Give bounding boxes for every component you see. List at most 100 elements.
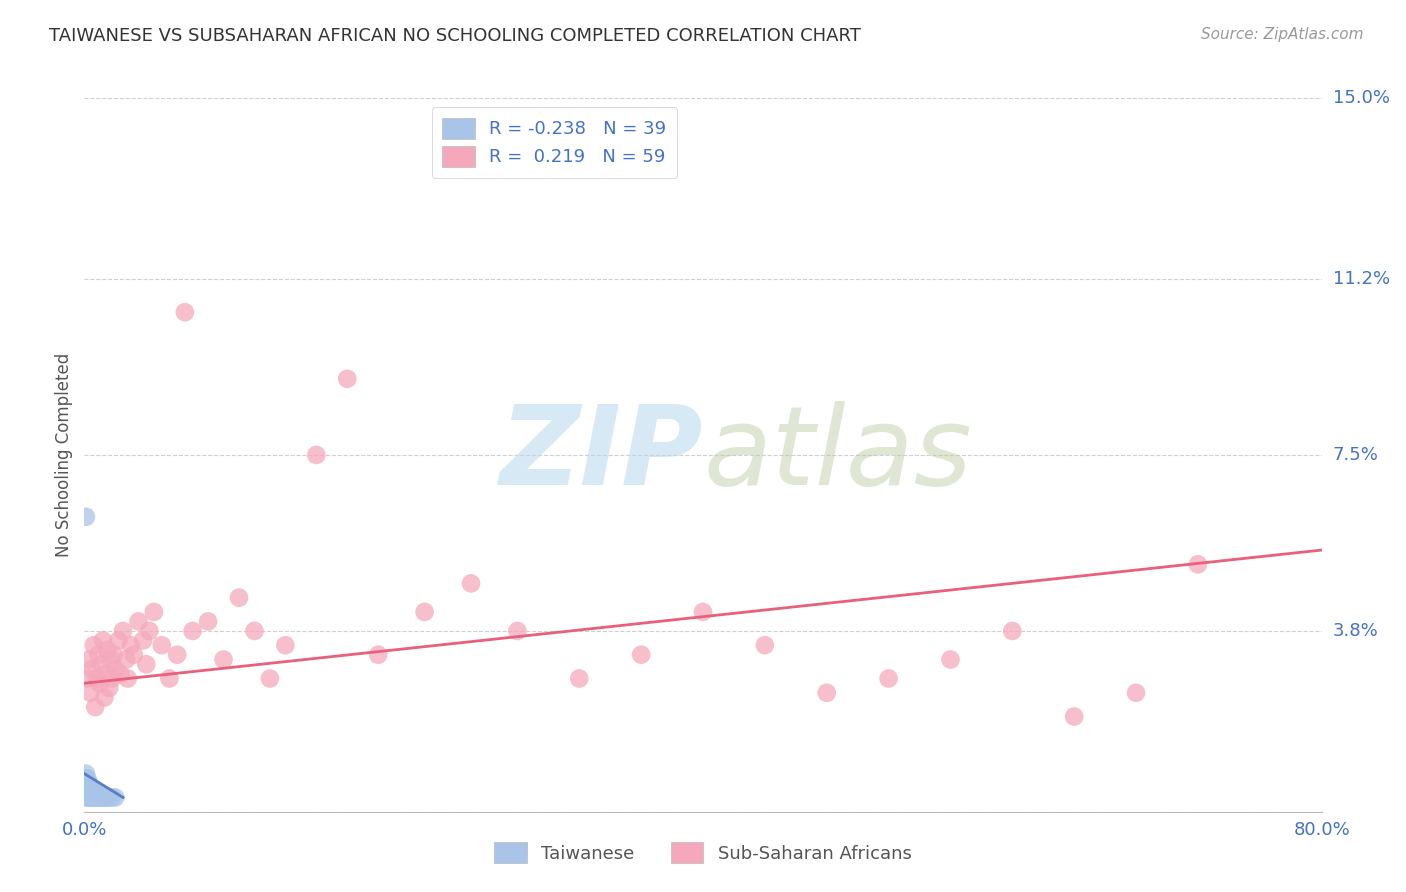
Point (127, 615, 149, 629)
Point (77, 790, 100, 805)
Point (83, 790, 105, 805)
Point (159, 672, 180, 686)
Point (104, 662, 127, 676)
Point (93, 790, 115, 805)
Point (150, 638, 173, 652)
Point (84, 786, 107, 800)
Point (84, 790, 107, 805)
Point (506, 624, 529, 638)
Point (120, 638, 142, 652)
Point (132, 633, 155, 648)
Point (115, 652, 138, 666)
Point (1187, 558, 1209, 572)
Point (76, 786, 98, 800)
Point (1001, 624, 1024, 638)
Point (181, 624, 204, 638)
Point (79, 786, 101, 800)
Text: TAIWANESE VS SUBSAHARAN AFRICAN NO SCHOOLING COMPLETED CORRELATION CHART: TAIWANESE VS SUBSAHARAN AFRICAN NO SCHOO… (49, 27, 860, 45)
Point (108, 666, 131, 681)
Point (143, 605, 166, 619)
Point (877, 672, 900, 686)
Point (82, 780, 104, 795)
Point (84, 700, 107, 714)
Point (98, 681, 121, 695)
Point (692, 605, 714, 619)
Point (568, 672, 591, 686)
Point (94, 666, 117, 681)
Point (122, 648, 145, 662)
Point (75, 509, 97, 524)
Point (117, 672, 139, 686)
Point (82, 786, 104, 800)
Text: 15.0%: 15.0% (1333, 89, 1389, 107)
Point (1063, 709, 1085, 723)
Point (174, 305, 197, 319)
Text: Source: ZipAtlas.com: Source: ZipAtlas.com (1201, 27, 1364, 42)
Point (135, 657, 157, 672)
Text: ZIP: ZIP (499, 401, 703, 508)
Point (305, 448, 328, 462)
Point (89, 676, 111, 690)
Point (138, 624, 160, 638)
Point (939, 652, 962, 666)
Point (243, 624, 266, 638)
Point (212, 652, 235, 666)
Point (101, 672, 124, 686)
Point (91, 790, 114, 805)
Point (112, 624, 135, 638)
Point (76, 776, 98, 790)
Point (103, 648, 125, 662)
Point (82, 662, 104, 676)
Point (367, 648, 389, 662)
Point (86, 672, 108, 686)
Point (86, 786, 108, 800)
Point (77, 780, 100, 795)
Point (166, 648, 188, 662)
Point (87, 648, 110, 662)
Point (75, 780, 97, 795)
Point (75, 790, 97, 805)
Point (90, 790, 112, 805)
Point (107, 633, 129, 648)
Text: 7.5%: 7.5% (1333, 446, 1379, 464)
Point (104, 790, 127, 805)
Point (79, 790, 101, 805)
Point (101, 790, 124, 805)
Point (83, 786, 105, 800)
Point (79, 686, 101, 700)
Y-axis label: No Schooling Completed: No Schooling Completed (55, 353, 73, 557)
Text: 3.8%: 3.8% (1333, 622, 1378, 640)
Point (76, 790, 98, 805)
Point (87, 790, 110, 805)
Point (75, 772, 97, 786)
Point (89, 790, 111, 805)
Point (228, 591, 250, 605)
Point (77, 786, 100, 800)
Point (75, 786, 97, 800)
Point (197, 615, 219, 629)
Point (96, 643, 118, 657)
Point (90, 657, 112, 672)
Point (89, 786, 111, 800)
Point (86, 790, 108, 805)
Point (76, 780, 98, 795)
Point (77, 776, 100, 790)
Point (1125, 686, 1147, 700)
Point (754, 638, 776, 652)
Point (98, 790, 121, 805)
Point (100, 652, 122, 666)
Point (83, 638, 105, 652)
Point (94, 790, 117, 805)
Text: 11.2%: 11.2% (1333, 270, 1391, 288)
Point (815, 686, 838, 700)
Point (91, 633, 114, 648)
Point (82, 790, 104, 805)
Point (75, 776, 97, 790)
Point (96, 790, 118, 805)
Point (76, 672, 98, 686)
Point (75, 766, 97, 780)
Point (336, 372, 359, 386)
Text: atlas: atlas (703, 401, 972, 508)
Point (93, 690, 115, 705)
Point (413, 605, 436, 619)
